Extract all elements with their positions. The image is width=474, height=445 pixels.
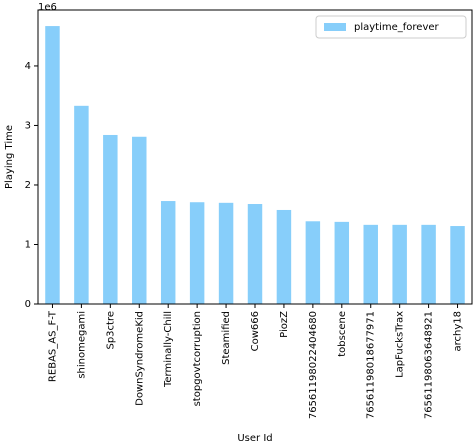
x-tick-label: LapFucksTrax — [395, 311, 406, 378]
bar — [334, 221, 350, 304]
x-tick-label: shinomegami — [76, 311, 87, 379]
plot-frame — [37, 9, 473, 305]
legend-box — [315, 15, 467, 39]
y-tick-label: 1 — [25, 239, 31, 250]
bar — [305, 221, 321, 304]
x-tick-label: Cow666 — [250, 311, 261, 351]
x-tick-label: stopgovtcorruption — [192, 311, 203, 406]
y-tick-label: 0 — [25, 299, 31, 310]
y-tick-label: 3 — [25, 120, 31, 131]
legend-swatch — [324, 23, 346, 31]
x-axis-label: User Id — [237, 433, 272, 444]
x-tick-label: REBAS_AS_F-T — [47, 310, 58, 382]
x-tick-label: 76561198018677971 — [366, 311, 377, 419]
bar — [450, 226, 465, 304]
y-axis-label: Playing Time — [4, 125, 15, 189]
x-tick-label: 76561198063648921 — [424, 311, 435, 419]
bar — [132, 136, 147, 304]
x-tick-label: Terminally-Chill — [163, 311, 174, 388]
y-tick-label: 2 — [25, 180, 31, 191]
bar — [421, 224, 436, 304]
bar — [247, 204, 263, 304]
bar — [276, 209, 292, 304]
y-offset-label: 1e6 — [38, 2, 57, 13]
x-tick-label: tobscene — [337, 311, 348, 357]
x-tick-label: PiozZ — [279, 311, 290, 338]
bar — [45, 26, 60, 305]
x-tick-label: Sp3ctre — [105, 311, 116, 350]
bar — [103, 134, 118, 304]
x-tick-label: archy18 — [453, 311, 464, 352]
bar — [74, 105, 89, 304]
bar — [160, 201, 176, 304]
bar — [363, 224, 378, 304]
bar — [218, 202, 234, 304]
x-tick-label: DownSyndromeKid — [134, 311, 145, 406]
bar — [189, 202, 205, 304]
y-tick-label: 4 — [25, 61, 31, 72]
x-tick-label: 76561198022404680 — [308, 311, 319, 419]
bar — [392, 224, 407, 304]
legend-label: playtime_forever — [354, 22, 440, 33]
x-tick-label: Steamified — [221, 311, 232, 365]
